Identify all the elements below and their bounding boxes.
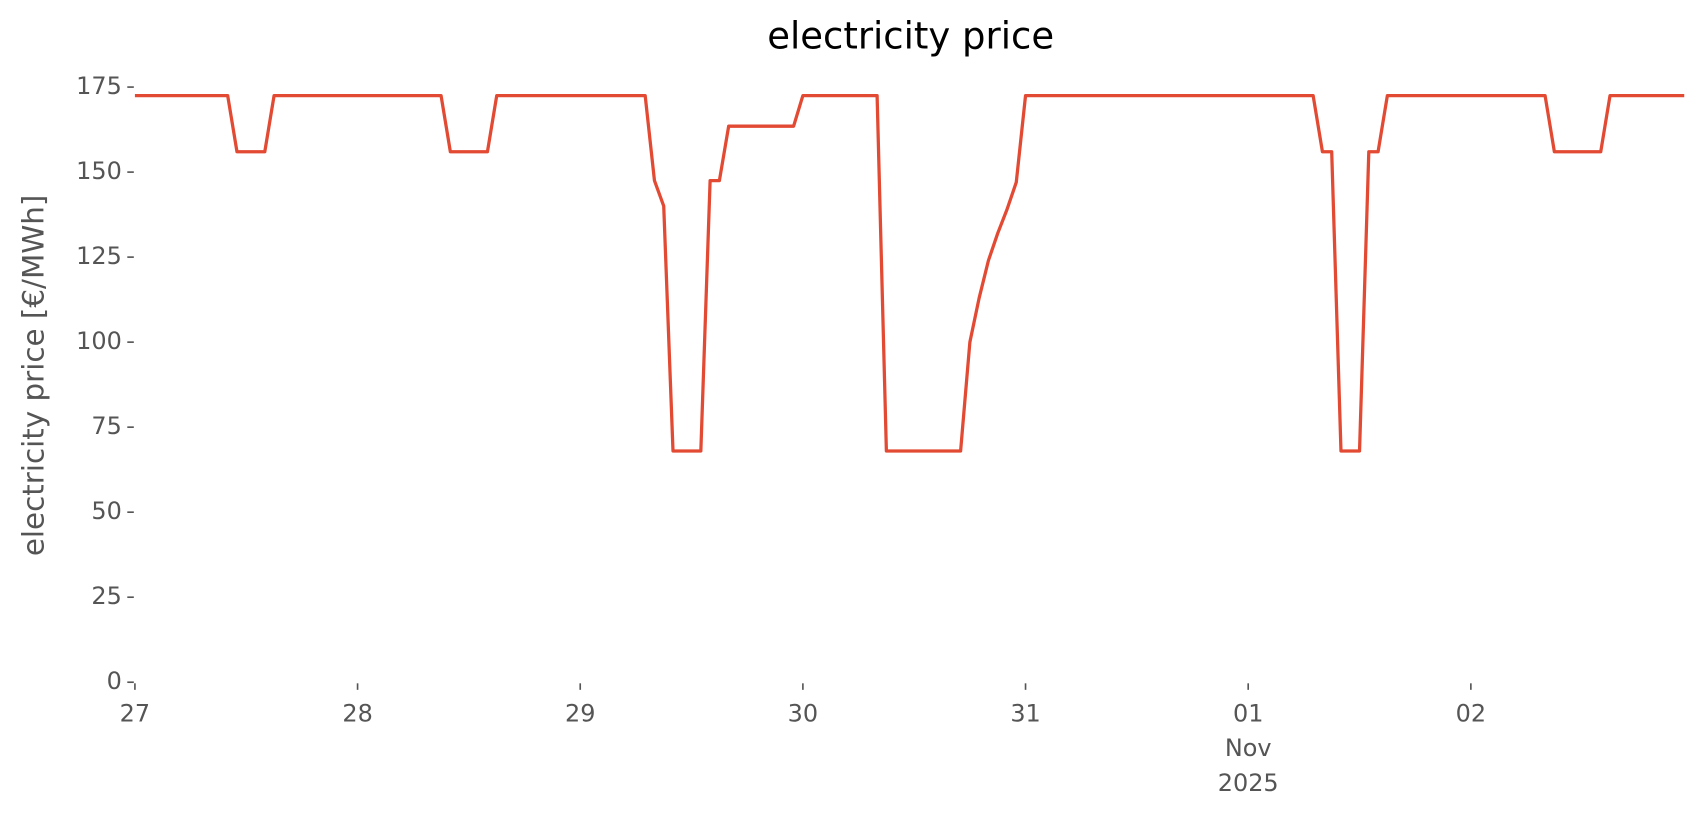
- y-axis-label: electricity price [€/MWh]: [16, 195, 50, 557]
- y-tick-label: 100: [76, 327, 122, 355]
- x-tick-label: 01 Nov 2025: [1218, 699, 1279, 796]
- x-tick-label: 02: [1456, 699, 1486, 727]
- y-tick-label: 0: [107, 667, 122, 695]
- x-tick-label: 29: [565, 699, 595, 727]
- x-tick-label: 27: [120, 699, 150, 727]
- y-tick-label: 25: [91, 582, 121, 610]
- y-tick-label: 75: [91, 412, 121, 440]
- x-tick-label: 31: [1010, 699, 1040, 727]
- x-tick-label: 30: [788, 699, 818, 727]
- price-line: [134, 93, 1685, 453]
- chart-title: electricity price: [767, 15, 1054, 58]
- y-tick-label: 125: [76, 242, 122, 270]
- y-tick-label: 175: [76, 72, 122, 100]
- y-tick-label: 50: [91, 497, 121, 525]
- x-tick-label: 28: [342, 699, 372, 727]
- y-tick-label: 150: [76, 157, 122, 185]
